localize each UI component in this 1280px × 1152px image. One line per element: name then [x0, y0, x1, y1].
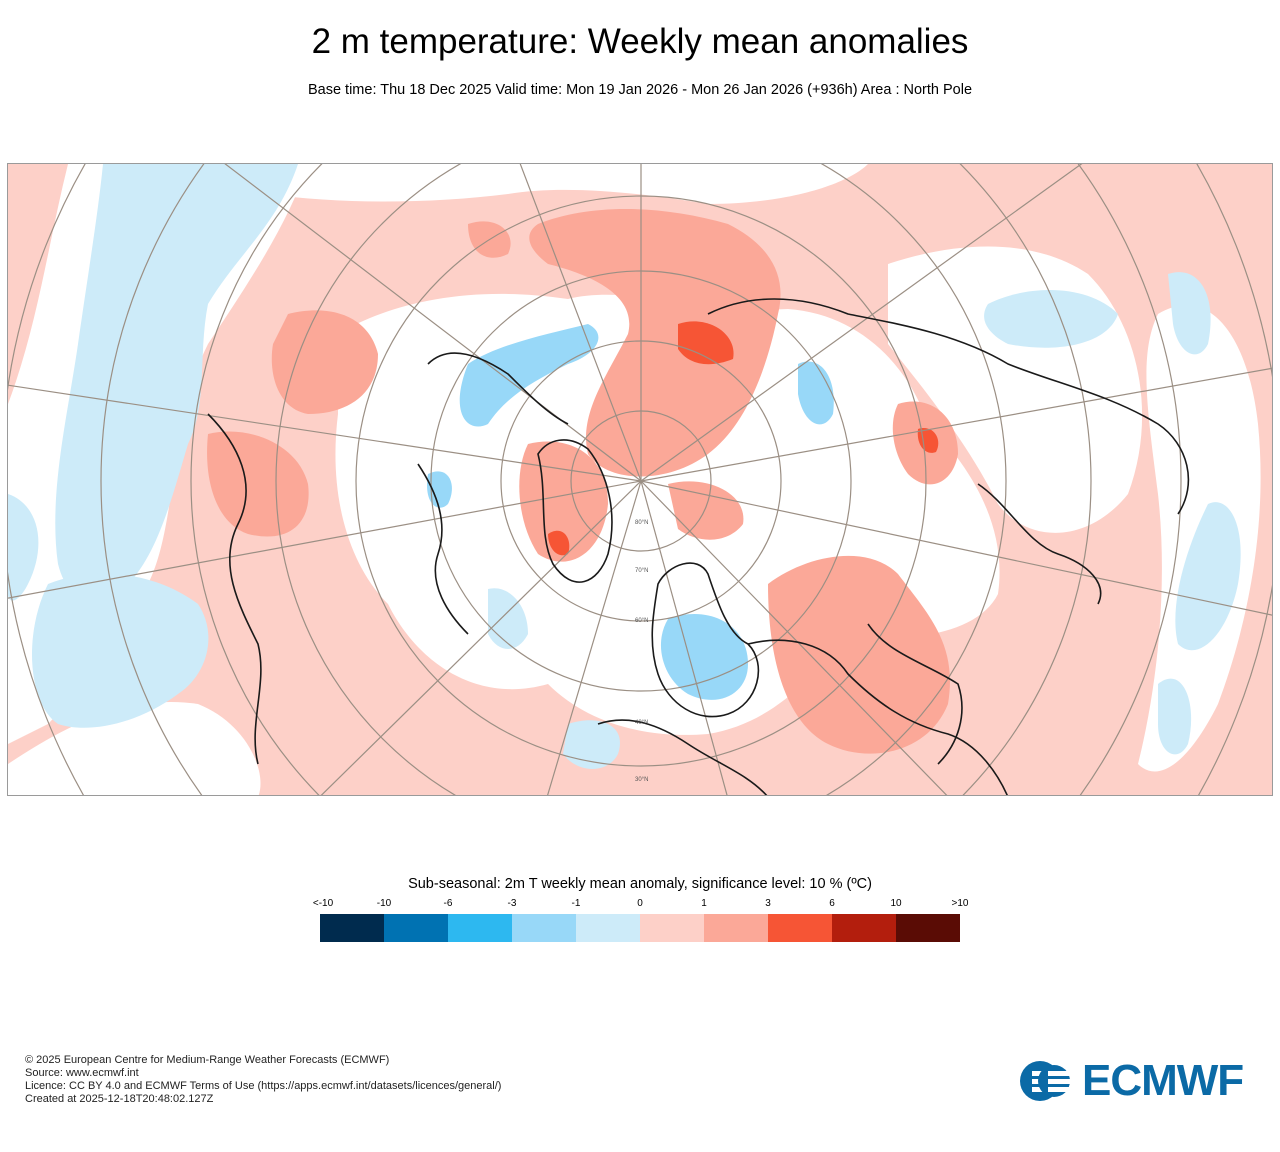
warm-anomaly-kara-sea	[529, 209, 781, 477]
cold-anomaly-mongolia	[984, 290, 1118, 348]
footer-source: Source: www.ecmwf.int	[25, 1067, 139, 1079]
ecmwf-logo-icon	[1020, 1061, 1076, 1101]
legend-swatch	[896, 914, 960, 942]
warm-anomaly-middle-east	[768, 555, 950, 754]
footer-licence: Licence: CC BY 4.0 and ECMWF Terms of Us…	[25, 1080, 502, 1092]
latitude-label-70: 70°N	[635, 568, 648, 574]
cold-anomaly-north-pacific-south	[31, 573, 209, 728]
legend-swatch	[640, 914, 704, 942]
legend-tick: -1	[571, 898, 581, 909]
legend-tick: >10	[951, 898, 969, 909]
warm-anomaly-barents	[668, 481, 744, 540]
legend-tick: -3	[507, 898, 517, 909]
legend-swatch	[576, 914, 640, 942]
legend-swatch	[704, 914, 768, 942]
cold-anomaly-pacific	[55, 164, 299, 602]
legend-tick: -10	[376, 898, 392, 909]
legend-tick: 6	[829, 898, 835, 909]
footer-credits: © 2025 European Centre for Medium-Range …	[25, 1054, 501, 1106]
legend-swatch	[512, 914, 576, 942]
strong-warm-anomaly-asia	[917, 428, 939, 453]
warm-anomaly-beaufort	[271, 310, 378, 414]
warm-anomaly-yukon	[207, 431, 309, 537]
footer-created: Created at 2025-12-18T20:48:02.127Z	[25, 1093, 214, 1105]
legend-tick: 1	[701, 898, 707, 909]
cold-anomaly-far-east	[1168, 272, 1211, 355]
legend-ticks: <-10 -10 -6 -3 -1 0 1 3 6 10 >10	[0, 898, 1280, 910]
cold-anomaly-east-pacific-south	[1158, 678, 1192, 755]
legend-swatch	[320, 914, 384, 942]
map-canvas: 80°N 70°N 60°N 40°N 30°N	[8, 164, 1272, 795]
cold-anomaly-mediterranean	[563, 720, 620, 769]
coastlines	[207, 298, 1190, 795]
chart-title: 2 m temperature: Weekly mean anomalies	[311, 22, 969, 61]
legend-tick: 10	[890, 898, 902, 909]
legend-title: Sub-seasonal: 2m T weekly mean anomaly, …	[408, 876, 872, 892]
ecmwf-logo-text: ECMWF	[1082, 1056, 1244, 1105]
latitude-labels: 80°N 70°N 60°N 40°N 30°N	[635, 520, 648, 783]
chart-subtitle: Base time: Thu 18 Dec 2025 Valid time: M…	[307, 82, 973, 98]
latitude-label-80: 80°N	[635, 520, 648, 526]
footer-copyright: © 2025 European Centre for Medium-Range …	[25, 1054, 390, 1066]
legend-tick: 0	[637, 898, 643, 909]
anomaly-map: 80°N 70°N 60°N 40°N 30°N	[7, 163, 1273, 796]
legend-swatch	[768, 914, 832, 942]
legend-tick: 3	[765, 898, 771, 909]
cold-anomaly-siberia	[798, 361, 834, 425]
latitude-label-40: 40°N	[635, 720, 648, 726]
legend-tick: <-10	[312, 898, 334, 909]
cold-anomaly-atlantic	[488, 588, 528, 649]
legend-tick: -6	[443, 898, 453, 909]
cold-anomaly-canada	[427, 471, 452, 508]
strong-warm-anomaly-greenland	[548, 530, 570, 556]
legend-swatch	[384, 914, 448, 942]
cold-anomaly-alaska	[459, 324, 599, 427]
legend-swatch	[832, 914, 896, 942]
legend-color-bar	[320, 914, 960, 942]
latitude-label-30: 30°N	[635, 777, 648, 783]
ecmwf-logo: ECMWF	[1018, 1058, 1258, 1104]
legend-swatch	[448, 914, 512, 942]
latitude-label-60: 60°N	[635, 618, 648, 624]
cold-anomaly-east-pacific	[1175, 502, 1241, 651]
strong-warm-anomaly-kara	[678, 321, 734, 365]
cold-anomaly-west-edge	[8, 494, 39, 601]
